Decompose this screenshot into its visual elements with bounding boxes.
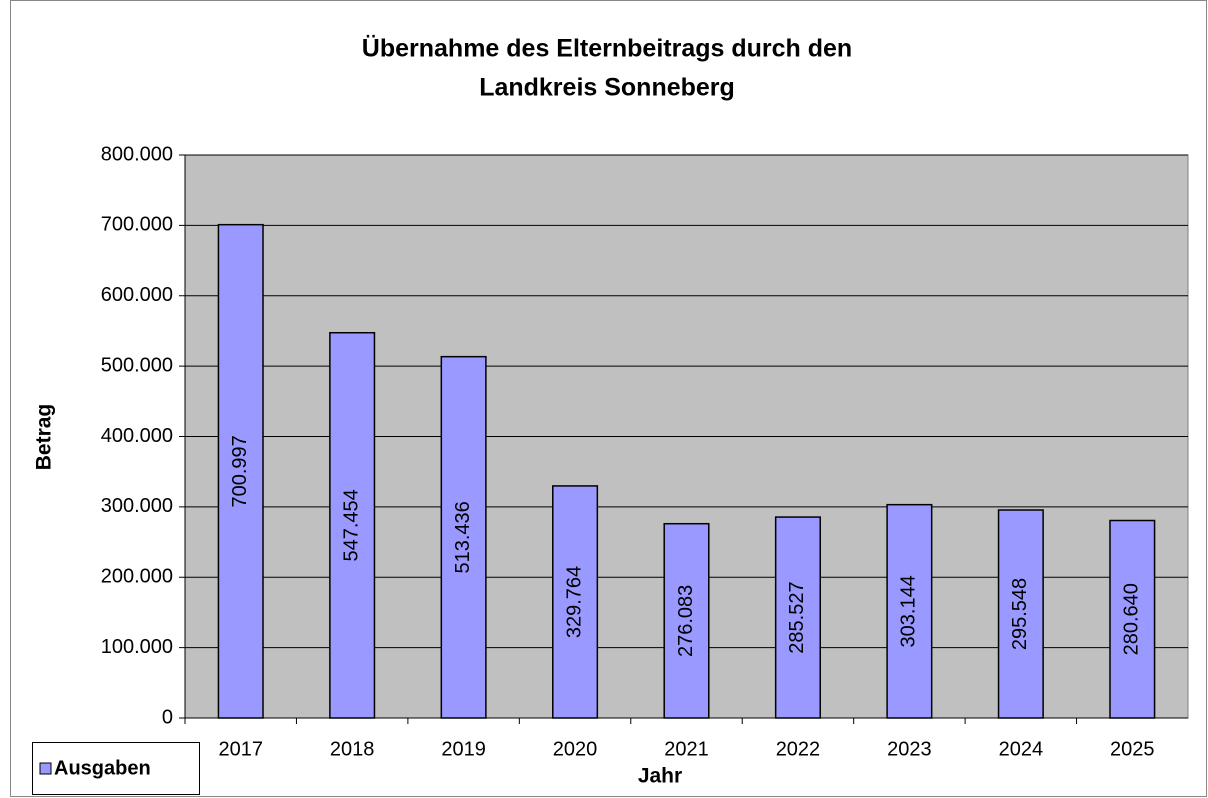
data-label: 285.527 xyxy=(786,581,808,653)
data-label: 513.436 xyxy=(452,501,474,573)
chart-title: Landkreis Sonneberg xyxy=(479,74,735,102)
bar xyxy=(1109,519,1156,719)
bar xyxy=(663,522,710,719)
y-tick-label: 600.000 xyxy=(101,284,173,306)
y-tick-label: 0 xyxy=(162,706,173,728)
bar xyxy=(886,503,933,719)
bar xyxy=(329,331,376,719)
bar xyxy=(217,223,264,719)
y-tick-label: 200.000 xyxy=(101,566,173,588)
data-label: 547.454 xyxy=(340,489,362,561)
bar xyxy=(552,485,599,719)
y-tick-label: 700.000 xyxy=(101,214,173,236)
data-label: 276.083 xyxy=(675,585,697,657)
bar xyxy=(997,509,1044,719)
y-tick-label: 100.000 xyxy=(101,636,173,658)
x-tick-label: 2021 xyxy=(664,738,709,760)
x-tick-label: 2023 xyxy=(887,738,932,760)
bar xyxy=(774,516,821,719)
y-axis-label: Betrag xyxy=(33,404,56,471)
legend-label: Ausgaben xyxy=(54,757,151,779)
x-tick-label: 2025 xyxy=(1110,738,1155,760)
legend xyxy=(32,742,200,795)
data-label: 303.144 xyxy=(898,575,920,647)
y-tick-label: 800.000 xyxy=(101,143,173,165)
legend-swatch xyxy=(39,762,52,775)
x-tick-label: 2020 xyxy=(553,738,598,760)
data-label: 700.997 xyxy=(229,435,251,507)
x-tick-label: 2022 xyxy=(776,738,821,760)
y-tick-label: 400.000 xyxy=(101,425,173,447)
x-tick-label: 2024 xyxy=(999,738,1044,760)
data-label: 280.640 xyxy=(1121,583,1143,655)
bar xyxy=(440,355,487,719)
x-tick-label: 2017 xyxy=(218,738,263,760)
x-tick-label: 2019 xyxy=(441,738,486,760)
chart-title: Übernahme des Elternbeitrags durch den xyxy=(362,34,852,63)
y-tick-label: 300.000 xyxy=(101,495,173,517)
data-label: 295.548 xyxy=(1009,578,1031,650)
x-tick-label: 2018 xyxy=(330,738,375,760)
data-label: 329.764 xyxy=(563,566,585,638)
x-axis-label: Jahr xyxy=(638,765,682,788)
y-tick-label: 500.000 xyxy=(101,354,173,376)
